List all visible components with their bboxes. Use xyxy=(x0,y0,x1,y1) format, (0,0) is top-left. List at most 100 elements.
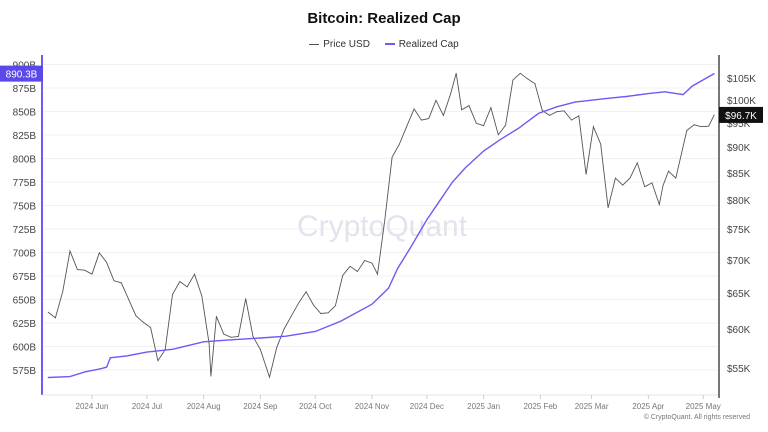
price-point xyxy=(406,125,408,127)
price-point xyxy=(668,170,669,172)
price-point xyxy=(98,252,100,254)
price-point xyxy=(76,269,78,270)
copyright-footer: © CryptoQuant. All rights reserved xyxy=(643,414,750,421)
x-axis-tick-label: 2024 Nov xyxy=(355,402,389,411)
price-point xyxy=(658,204,660,205)
chart-title: Bitcoin: Realized Cap xyxy=(307,10,461,27)
price-point xyxy=(549,114,550,116)
price-point xyxy=(519,72,521,74)
price-point xyxy=(69,250,71,252)
realized-cap-point xyxy=(314,330,316,332)
price-point xyxy=(563,110,565,112)
price-point xyxy=(342,275,344,276)
price-current-label: $96.7K xyxy=(725,111,757,122)
price-point xyxy=(585,173,587,175)
price-point xyxy=(571,119,572,121)
right-axis-tick-label: $95K xyxy=(727,119,751,130)
price-point xyxy=(327,312,329,314)
realized-cap-point xyxy=(172,348,174,350)
price-point xyxy=(593,126,594,128)
price-point xyxy=(713,114,715,116)
price-point xyxy=(252,336,254,337)
realized-cap-point xyxy=(591,99,593,101)
price-point xyxy=(541,109,543,111)
right-axis-tick-label: $70K xyxy=(727,256,751,267)
price-point xyxy=(356,271,358,272)
left-axis-tick-label: 625B xyxy=(13,319,37,330)
legend-label-realized-cap: Realized Cap xyxy=(398,38,459,50)
left-axis-tick-label: 875B xyxy=(13,84,37,95)
left-axis-tick-label: 650B xyxy=(13,296,37,307)
price-point xyxy=(636,162,638,164)
price-point xyxy=(113,280,115,282)
x-axis-tick-label: 2025 Feb xyxy=(523,402,557,411)
price-point xyxy=(708,125,710,127)
price-point xyxy=(142,321,144,323)
price-point xyxy=(157,360,159,362)
price-point xyxy=(238,336,239,337)
right-axis-tick-label: $100K xyxy=(727,96,756,107)
price-usd-line xyxy=(47,72,715,379)
price-point xyxy=(614,177,616,179)
price-point xyxy=(607,207,609,209)
x-axis-tick-label: 2024 Jun xyxy=(76,402,109,411)
x-axis-tick-label: 2024 Sep xyxy=(243,402,278,411)
price-point xyxy=(179,281,181,282)
realized-cap-point xyxy=(387,287,389,289)
price-point xyxy=(686,130,688,131)
x-axis-tick-label: 2025 May xyxy=(686,402,721,411)
legend-item-realized-cap[interactable]: Realized Cap xyxy=(384,38,459,50)
right-axis-tick-label: $60K xyxy=(727,325,751,336)
x-axis-tick-label: 2024 Oct xyxy=(299,402,332,411)
price-point xyxy=(223,333,225,335)
price-point xyxy=(505,124,506,126)
price-point xyxy=(428,118,430,120)
price-point xyxy=(47,311,49,313)
realized-cap-point xyxy=(607,97,609,99)
price-point xyxy=(442,114,444,116)
x-axis-tick-label: 2025 Apr xyxy=(632,402,664,411)
legend-label-price: Price USD xyxy=(323,39,370,50)
realized-cap-point xyxy=(146,351,148,353)
x-axis-tick-label: 2025 Jan xyxy=(467,402,500,411)
legend-swatch-price xyxy=(309,44,320,45)
right-axis-tick-label: $55K xyxy=(727,364,751,375)
price-point xyxy=(186,286,188,288)
x-axis-tick-label: 2024 Jul xyxy=(132,402,162,411)
price-point xyxy=(455,72,457,74)
price-point xyxy=(377,273,378,275)
realized-cap-point xyxy=(340,320,342,322)
price-point xyxy=(700,126,702,128)
left-axis-tick-label: 825B xyxy=(13,131,37,142)
price-point xyxy=(128,298,130,300)
x-axis-tick-label: 2024 Aug xyxy=(187,402,221,411)
price-point xyxy=(320,313,322,314)
price-point xyxy=(622,184,624,186)
legend-item-price[interactable]: Price USD xyxy=(309,39,370,50)
realized-cap-point xyxy=(409,247,411,249)
realized-cap-point xyxy=(109,357,111,359)
realized-cap-point xyxy=(483,150,485,152)
price-point xyxy=(399,143,400,145)
realized-cap-point xyxy=(371,303,373,305)
price-point xyxy=(421,119,422,121)
right-axis-tick-label: $85K xyxy=(727,169,751,180)
realized-cap-point xyxy=(84,371,86,373)
price-point xyxy=(55,317,56,319)
x-axis-tick-label: 2024 Dec xyxy=(410,402,444,411)
price-point xyxy=(349,265,351,267)
price-point xyxy=(230,336,232,338)
realized-cap-point xyxy=(691,85,693,87)
price-point xyxy=(334,305,336,307)
price-point xyxy=(693,124,695,126)
realized-cap-point xyxy=(397,267,399,269)
left-axis-tick-label: 700B xyxy=(13,249,37,260)
price-point xyxy=(578,115,580,117)
price-point xyxy=(600,143,602,145)
price-point xyxy=(512,79,514,81)
price-point xyxy=(651,182,653,184)
realized-cap-point xyxy=(228,339,230,341)
realized-cap-point xyxy=(285,335,287,337)
price-point xyxy=(475,122,477,124)
